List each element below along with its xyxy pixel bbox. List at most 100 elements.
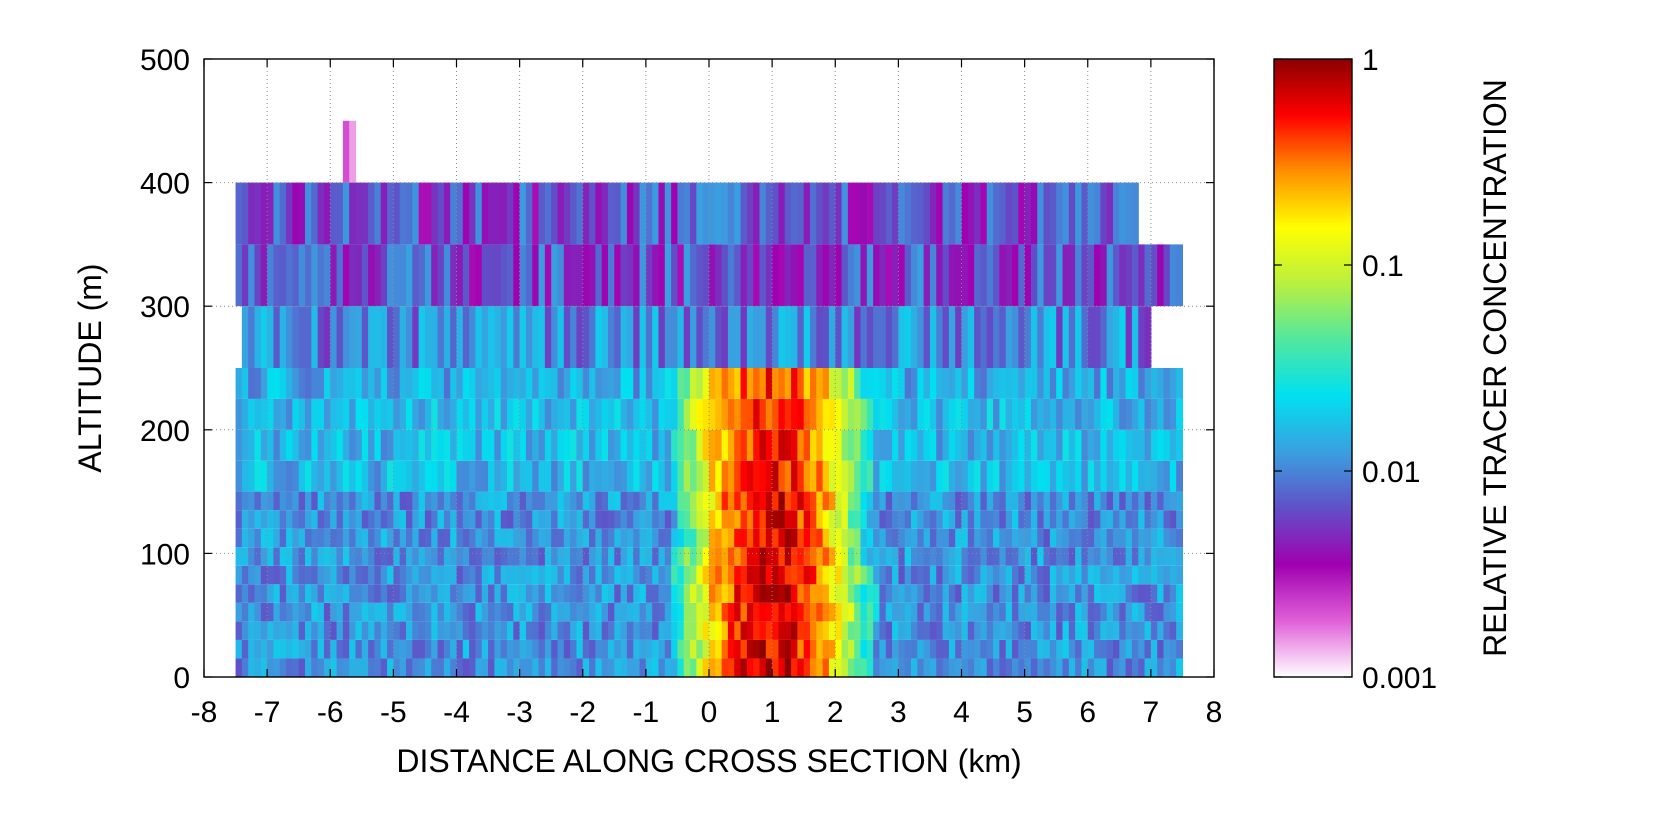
heatmap-cell: [721, 602, 729, 622]
heatmap-cell: [469, 602, 477, 622]
heatmap-cell: [696, 460, 704, 492]
heatmap-cell: [488, 621, 495, 640]
heatmap-cell: [873, 639, 881, 659]
heatmap-cell: [538, 244, 546, 307]
heatmap-cell: [443, 639, 451, 659]
heatmap-cell: [412, 398, 420, 430]
heatmap-cell: [923, 584, 931, 603]
heatmap-cell: [292, 398, 300, 430]
heatmap-cell: [330, 306, 338, 368]
heatmap-cell: [911, 621, 918, 640]
heatmap-cell: [1005, 460, 1013, 492]
heatmap-cell: [841, 398, 849, 430]
heatmap-cell: [1157, 658, 1165, 677]
heatmap-cell: [424, 621, 432, 640]
heatmap-cell: [450, 429, 458, 461]
heatmap-cell: [658, 621, 666, 640]
heatmap-cell: [462, 658, 470, 677]
heatmap-cell: [443, 547, 451, 566]
heatmap-cell: [1106, 429, 1114, 461]
heatmap-cell: [822, 547, 830, 566]
heatmap-cell: [437, 584, 445, 603]
heatmap-cell: [715, 565, 723, 585]
heatmap-cell: [342, 510, 350, 529]
heatmap-cell: [406, 565, 413, 585]
heatmap-cell: [576, 244, 584, 307]
heatmap-cell: [727, 658, 735, 677]
heatmap-cell: [753, 368, 761, 399]
heatmap-cell: [1106, 528, 1114, 548]
heatmap-cell: [652, 658, 660, 677]
heatmap-cell: [1068, 306, 1076, 368]
heatmap-cell: [633, 398, 641, 430]
heatmap-cell: [406, 584, 413, 603]
heatmap-cell: [765, 621, 773, 640]
heatmap-cell: [456, 639, 464, 659]
heatmap-cell: [279, 491, 287, 511]
heatmap-cell: [1024, 565, 1032, 585]
heatmap-cell: [847, 602, 855, 622]
heatmap-cell: [753, 429, 761, 461]
heatmap-cell: [557, 398, 565, 430]
heatmap-cell: [323, 244, 331, 307]
heatmap-cell: [563, 602, 571, 622]
heatmap-cell: [791, 182, 798, 245]
heatmap-cell: [797, 639, 805, 659]
heatmap-cell: [241, 429, 249, 461]
heatmap-cell: [671, 528, 679, 548]
heatmap-cell: [576, 491, 584, 511]
heatmap-cell: [1138, 306, 1146, 368]
heatmap-cell: [601, 368, 609, 399]
heatmap-cell: [955, 429, 963, 461]
heatmap-cell: [860, 658, 868, 677]
heatmap-cell: [904, 565, 912, 585]
heatmap-cell: [690, 584, 697, 603]
heatmap-cell: [873, 547, 881, 566]
heatmap-cell: [456, 528, 464, 548]
heatmap-cell: [1157, 621, 1165, 640]
heatmap-cell: [967, 565, 975, 585]
heatmap-cell: [349, 182, 357, 245]
heatmap-cell: [570, 602, 578, 622]
heatmap-cell: [709, 639, 716, 659]
heatmap-cell: [974, 510, 982, 529]
heatmap-cell: [1125, 429, 1133, 461]
heatmap-cell: [917, 306, 925, 368]
heatmap-cell: [1087, 244, 1095, 307]
heatmap-cell: [828, 398, 836, 430]
heatmap-cell: [488, 460, 495, 492]
heatmap-cell: [507, 565, 514, 585]
heatmap-cell: [1037, 639, 1045, 659]
heatmap-cell: [929, 547, 937, 566]
heatmap-cell: [1024, 306, 1032, 368]
heatmap-cell: [1024, 658, 1032, 677]
heatmap-cell: [1176, 368, 1184, 399]
heatmap-cell: [948, 584, 956, 603]
heatmap-cell: [753, 244, 761, 307]
heatmap-cell: [917, 244, 925, 307]
heatmap-cell: [923, 639, 931, 659]
x-tick-label: 1: [764, 696, 781, 729]
heatmap-cell: [462, 306, 470, 368]
heatmap-cell: [885, 368, 893, 399]
heatmap-cell: [677, 602, 685, 622]
heatmap-cell: [519, 368, 527, 399]
heatmap-cell: [551, 510, 559, 529]
heatmap-cell: [532, 528, 540, 548]
heatmap-cell: [1150, 528, 1158, 548]
heatmap-cell: [576, 398, 584, 430]
heatmap-cell: [1163, 547, 1171, 566]
heatmap-cell: [235, 658, 243, 677]
heatmap-cell: [879, 460, 887, 492]
heatmap-cell: [406, 306, 413, 368]
heatmap-cell: [671, 244, 679, 307]
heatmap-cell: [1068, 182, 1076, 245]
heatmap-cell: [317, 491, 325, 511]
heatmap-cell: [1062, 510, 1070, 529]
heatmap-cell: [1037, 398, 1045, 430]
heatmap-cell: [904, 491, 912, 511]
heatmap-cell: [437, 639, 445, 659]
heatmap-cell: [797, 510, 805, 529]
heatmap-cell: [652, 510, 660, 529]
heatmap-cell: [1049, 639, 1057, 659]
